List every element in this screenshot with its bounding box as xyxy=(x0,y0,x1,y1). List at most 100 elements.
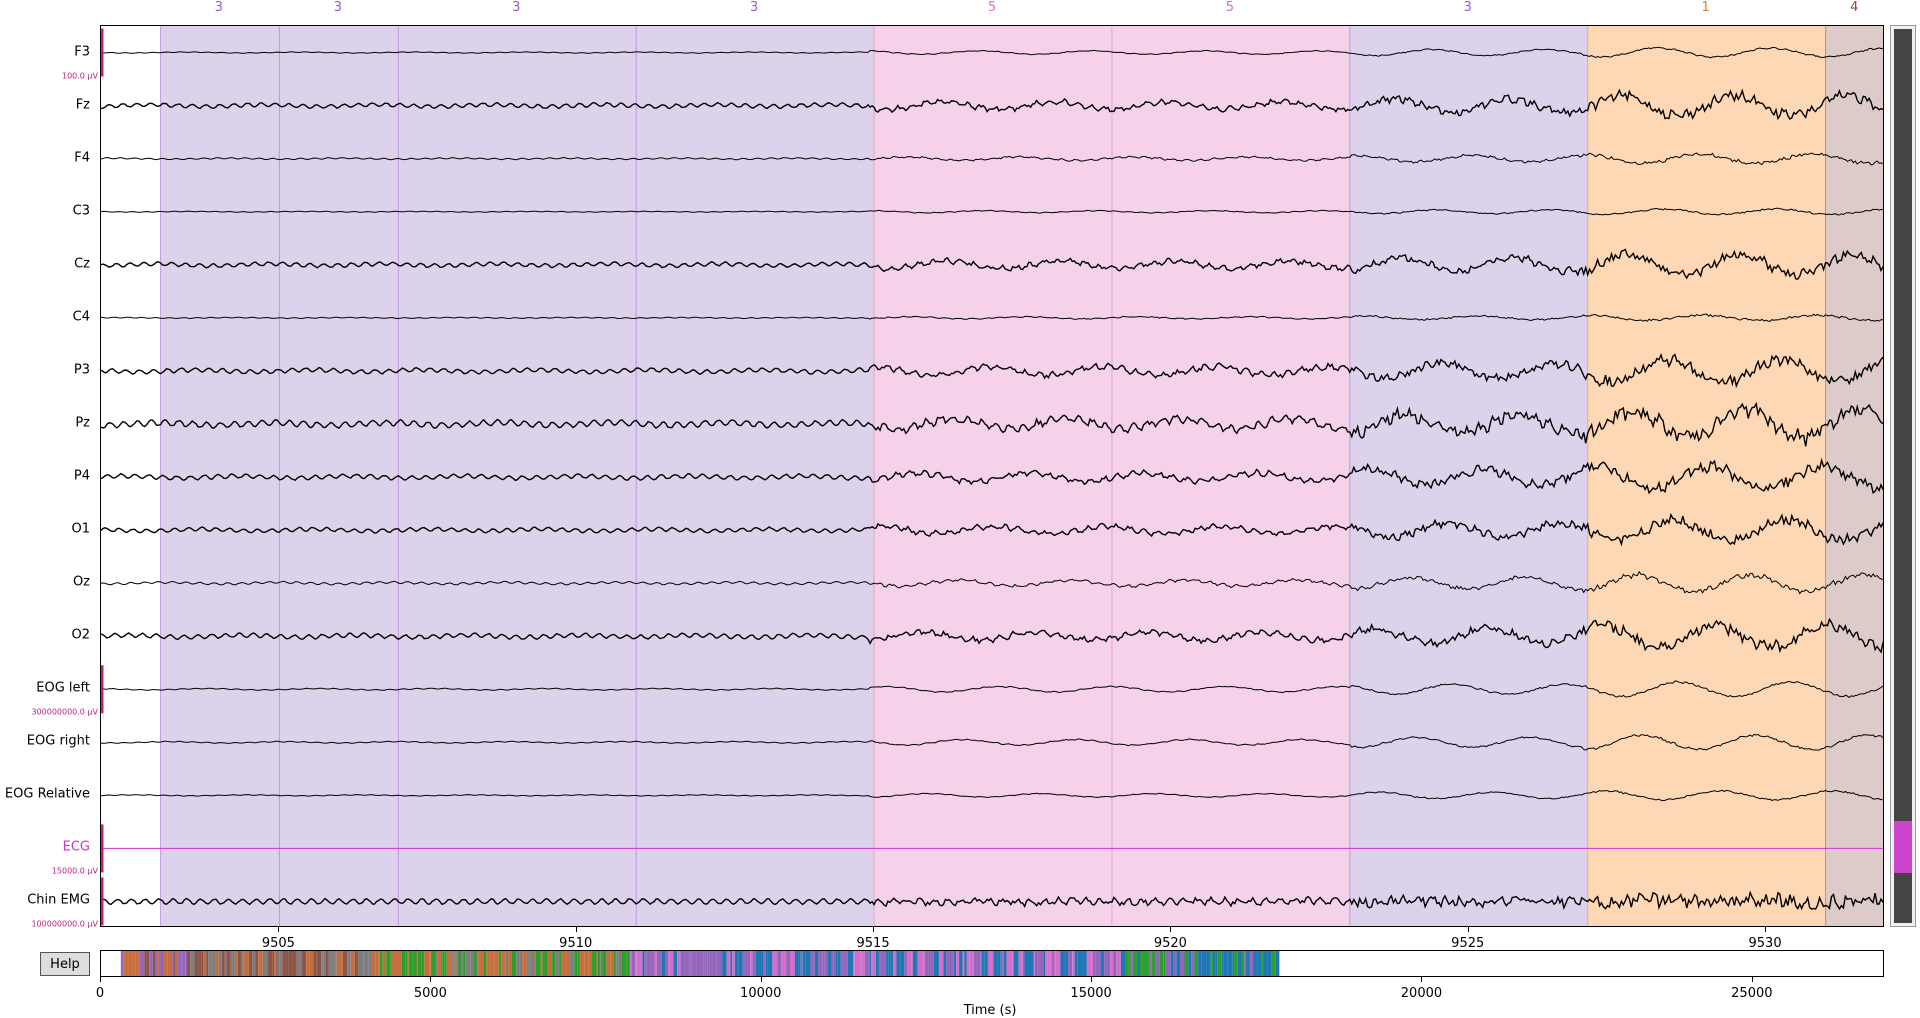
hypno-stripe-146 xyxy=(579,951,585,976)
hypno-stripe-105 xyxy=(454,951,457,976)
hypno-stripe-47 xyxy=(272,951,275,976)
stage-region-8 xyxy=(1825,26,1883,926)
hypno-stripe-352 xyxy=(1241,951,1245,976)
signal-plot-canvas xyxy=(101,26,1883,926)
hypno-stripe-131 xyxy=(529,951,535,976)
hypno-stripe-176 xyxy=(668,951,674,976)
hypno-stripe-143 xyxy=(571,951,575,976)
hypno-stripe-37 xyxy=(235,951,238,976)
hypno-stripe-309 xyxy=(1092,951,1096,976)
hypno-stripe-308 xyxy=(1091,951,1093,976)
channel-scrollbar[interactable] xyxy=(1890,25,1916,927)
hypno-stripe-89 xyxy=(408,951,414,976)
hypno-stripe-135 xyxy=(542,951,548,976)
hypno-stripe-188 xyxy=(709,951,713,976)
hypno-stripe-248 xyxy=(900,951,905,976)
hypno-stripe-190 xyxy=(716,951,722,976)
hypno-tick-label-0: 0 xyxy=(95,986,105,1001)
channel-scrollbar-thumb[interactable] xyxy=(1894,29,1912,923)
hypno-stripe-245 xyxy=(890,951,894,976)
help-button[interactable]: Help xyxy=(40,952,90,976)
hypno-stripe-350 xyxy=(1232,951,1238,976)
hypno-stripe-232 xyxy=(853,951,855,976)
x-axis-title: Time (s) xyxy=(963,1003,1017,1018)
hypno-stripe-128 xyxy=(522,951,524,976)
hypno-stripe-288 xyxy=(1028,951,1034,976)
hypno-stripe-118 xyxy=(487,951,491,976)
trace-c3 xyxy=(101,207,1883,216)
hypno-stripe-341 xyxy=(1201,951,1207,976)
hypno-stripe-342 xyxy=(1206,951,1211,976)
hypno-stripe-285 xyxy=(1018,951,1023,976)
hypno-stripe-28 xyxy=(208,951,212,976)
hypno-stripe-163 xyxy=(631,951,636,976)
hypno-stripe-94 xyxy=(424,951,430,976)
hypno-stripe-215 xyxy=(798,951,801,976)
hypno-stripe-31 xyxy=(218,951,222,976)
signal-plot[interactable] xyxy=(100,25,1884,927)
hypno-stripe-107 xyxy=(458,951,462,976)
hypno-stripe-302 xyxy=(1068,951,1073,976)
hypno-stripe-239 xyxy=(871,951,876,976)
stage-label-7: 1 xyxy=(1701,0,1710,15)
hypno-tick-label-1: 5000 xyxy=(413,986,447,1001)
hypno-stripe-140 xyxy=(561,951,567,976)
hypno-stripe-64 xyxy=(325,951,329,976)
hypno-stripe-35 xyxy=(230,951,233,976)
hypno-stripe-299 xyxy=(1055,951,1061,976)
hypno-stripe-32 xyxy=(221,951,225,976)
hypno-stripe-177 xyxy=(673,951,678,976)
hypno-stripe-152 xyxy=(600,951,603,976)
hypno-stripe-185 xyxy=(703,951,706,976)
hypno-stripe-110 xyxy=(465,951,471,976)
hypno-stripe-0 xyxy=(120,951,124,976)
hypno-stripe-72 xyxy=(350,951,355,976)
hypno-stripe-275 xyxy=(987,951,992,976)
hypno-stripe-201 xyxy=(752,951,756,976)
hypno-stripe-157 xyxy=(615,951,617,976)
hypno-stripe-145 xyxy=(577,951,580,976)
hypno-stripe-301 xyxy=(1064,951,1069,976)
hypno-stripe-181 xyxy=(689,951,692,976)
hypno-stripe-175 xyxy=(665,951,669,976)
hypno-stripe-122 xyxy=(501,951,506,976)
stage-label-5: 5 xyxy=(1225,0,1234,15)
hypno-stripe-168 xyxy=(644,951,647,976)
hypno-stripe-327 xyxy=(1151,951,1155,976)
hypno-stripe-155 xyxy=(610,951,614,976)
hypno-stripe-58 xyxy=(306,951,310,976)
hypno-stripe-228 xyxy=(840,951,844,976)
hypno-stripe-93 xyxy=(421,951,425,976)
hypno-stripe-295 xyxy=(1047,951,1050,976)
hypno-stripe-320 xyxy=(1130,951,1133,976)
hypno-stripe-62 xyxy=(321,951,324,976)
hypno-stripe-311 xyxy=(1100,951,1105,976)
time-tick-1 xyxy=(575,927,577,932)
hypno-stripe-99 xyxy=(437,951,443,976)
hypno-stripe-278 xyxy=(997,951,1001,976)
hypno-stripe-130 xyxy=(526,951,530,976)
hypno-stripe-162 xyxy=(629,951,632,976)
trace-p3 xyxy=(101,353,1883,389)
hypno-stripe-180 xyxy=(685,951,690,976)
hypno-stripe-123 xyxy=(505,951,509,976)
hypno-stripe-75 xyxy=(363,951,369,976)
hypno-stripe-134 xyxy=(540,951,543,976)
hypno-stripe-317 xyxy=(1120,951,1126,976)
hypno-stripe-238 xyxy=(869,951,872,976)
hypno-stripe-30 xyxy=(215,951,219,976)
hypno-stripe-229 xyxy=(843,951,846,976)
hypno-stripe-242 xyxy=(880,951,887,976)
hypno-stripe-69 xyxy=(341,951,343,976)
hypnogram-canvas xyxy=(120,951,1280,976)
trace-eog-relative xyxy=(101,789,1883,802)
hypnogram-overview[interactable] xyxy=(100,950,1884,977)
hypno-stripe-154 xyxy=(606,951,611,976)
hypno-stripe-267 xyxy=(964,951,967,976)
hypno-stripe-282 xyxy=(1006,951,1012,976)
hypno-stripe-284 xyxy=(1013,951,1019,976)
hypno-stripe-178 xyxy=(677,951,681,976)
hypno-stripe-358 xyxy=(1261,951,1264,976)
hypno-stripe-221 xyxy=(818,951,823,976)
hypno-stripe-167 xyxy=(642,951,645,976)
